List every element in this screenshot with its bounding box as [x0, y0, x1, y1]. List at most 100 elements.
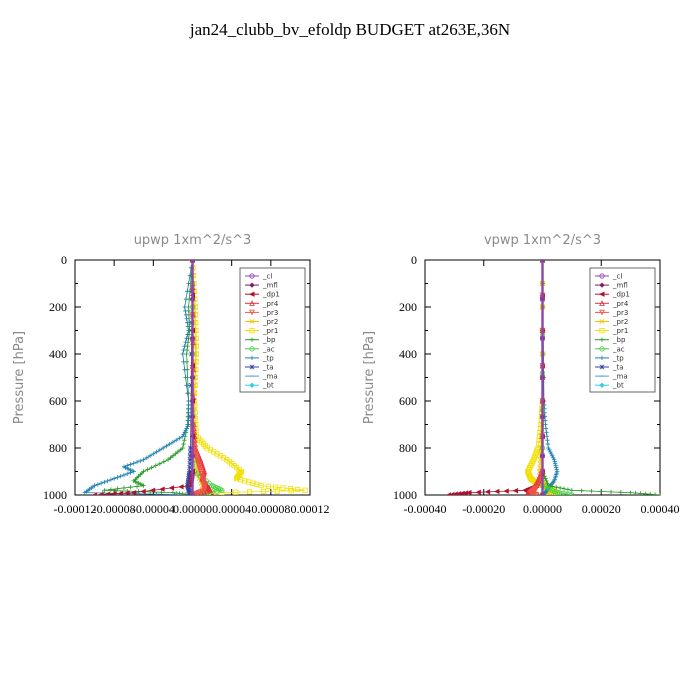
data-point-cl [539, 492, 546, 495]
data-point-dp1 [111, 491, 117, 495]
legend-marker [249, 309, 255, 316]
x-tick-label: -0.00020 [462, 502, 505, 516]
data-point-tp [182, 367, 187, 372]
series-line-tp [83, 260, 193, 495]
data-point-tp [186, 406, 191, 412]
data-point-dp1 [91, 492, 98, 495]
data-point-pr2 [192, 359, 198, 365]
data-point-bp [159, 490, 164, 495]
data-point-tp [183, 428, 188, 433]
data-point-bp [157, 461, 163, 466]
data-point-tp [549, 451, 554, 457]
data-point-dp1 [475, 489, 481, 495]
series-group [445, 260, 660, 495]
data-point-tp [186, 418, 191, 423]
data-point-bp [181, 441, 186, 447]
data-point-dp1 [98, 491, 104, 495]
data-point-tp [182, 304, 187, 310]
legend-marker [249, 282, 255, 288]
data-point-bp [569, 488, 575, 493]
data-point-tp [184, 426, 189, 431]
data-point-cl [189, 492, 196, 495]
data-point-bp [628, 490, 633, 495]
legend-label: _pr3 [262, 309, 278, 317]
data-point-bp [657, 492, 660, 495]
data-point-pr3 [201, 487, 208, 494]
data-point-pr3 [199, 488, 206, 495]
data-point-tp [550, 453, 555, 459]
legend-label: _pr2 [262, 318, 278, 326]
data-point-bp [161, 459, 167, 464]
data-point-cl [189, 296, 196, 302]
data-point-tp [131, 469, 136, 474]
data-point-tp [553, 463, 558, 468]
data-point-ac [552, 488, 558, 495]
series-line-ac [542, 260, 572, 495]
data-point-bp [175, 449, 181, 455]
data-point-bp [633, 490, 638, 495]
data-point-tp [183, 308, 188, 314]
data-point-ac [569, 492, 575, 495]
data-point-tp [185, 390, 190, 396]
data-point-bp [561, 486, 567, 491]
data-point-tp [183, 296, 189, 302]
data-point-dp1 [140, 488, 146, 495]
legend-marker [249, 300, 255, 306]
data-point-dp1 [462, 490, 469, 495]
data-point-tp [170, 439, 176, 445]
data-point-dp1 [484, 489, 491, 495]
data-point-bp [184, 351, 189, 357]
chart-title: upwp 1xm^2/s^3 [134, 233, 252, 248]
data-point-pr4 [207, 487, 213, 493]
data-point-tp [185, 320, 190, 325]
data-point-bp [168, 455, 173, 460]
data-point-tp [545, 437, 550, 443]
data-point-ta [186, 471, 192, 477]
legend-label: _pr2 [612, 318, 628, 326]
data-point-tp [184, 336, 189, 341]
data-point-tp [183, 312, 189, 318]
x-tick-label: -0.00008 [93, 502, 136, 516]
y-tick-label: 800 [399, 441, 417, 455]
data-point-tp [545, 441, 551, 447]
data-point-ta [187, 465, 193, 471]
data-point-tp [151, 451, 156, 457]
data-point-tp [185, 289, 190, 294]
legend-marker [249, 273, 255, 279]
legend-marker [599, 327, 605, 334]
x-tick-label: 0.00008 [251, 502, 290, 516]
data-point-bp [145, 467, 150, 472]
legend-label: _pr1 [262, 327, 278, 335]
legend-label: _mfl [262, 282, 278, 290]
legend-label: _bp [612, 336, 626, 344]
data-point-tp [147, 453, 153, 459]
data-point-cl [539, 296, 546, 302]
legend-label: _mfl [612, 282, 628, 290]
data-point-cl [539, 453, 546, 459]
y-tick-label: 600 [49, 394, 67, 408]
data-point-ac [547, 486, 553, 492]
y-tick-label: 1000 [43, 488, 67, 502]
legend-label: _ma [612, 373, 628, 381]
data-point-bp [165, 457, 171, 462]
legend-marker [249, 327, 255, 334]
data-point-bp [565, 487, 571, 492]
data-point-dp1 [494, 488, 500, 495]
data-point-tp [164, 443, 169, 449]
data-point-tp [154, 449, 159, 455]
data-point-cl [539, 414, 546, 420]
legend-label: _cl [612, 273, 622, 281]
data-point-cl [539, 335, 546, 341]
data-point-cl [189, 453, 196, 459]
data-point-tp [542, 418, 548, 423]
legend-marker [249, 382, 255, 388]
y-tick-label: 1000 [393, 488, 417, 502]
data-point-tp [111, 476, 117, 481]
series-line-bp [104, 260, 193, 495]
legend-label: _dp1 [612, 291, 630, 299]
data-point-tp [544, 430, 549, 435]
legend-marker [599, 300, 605, 306]
data-point-tp [184, 383, 189, 388]
data-point-tp [182, 430, 187, 435]
x-tick-label: 0.00040 [641, 502, 680, 516]
